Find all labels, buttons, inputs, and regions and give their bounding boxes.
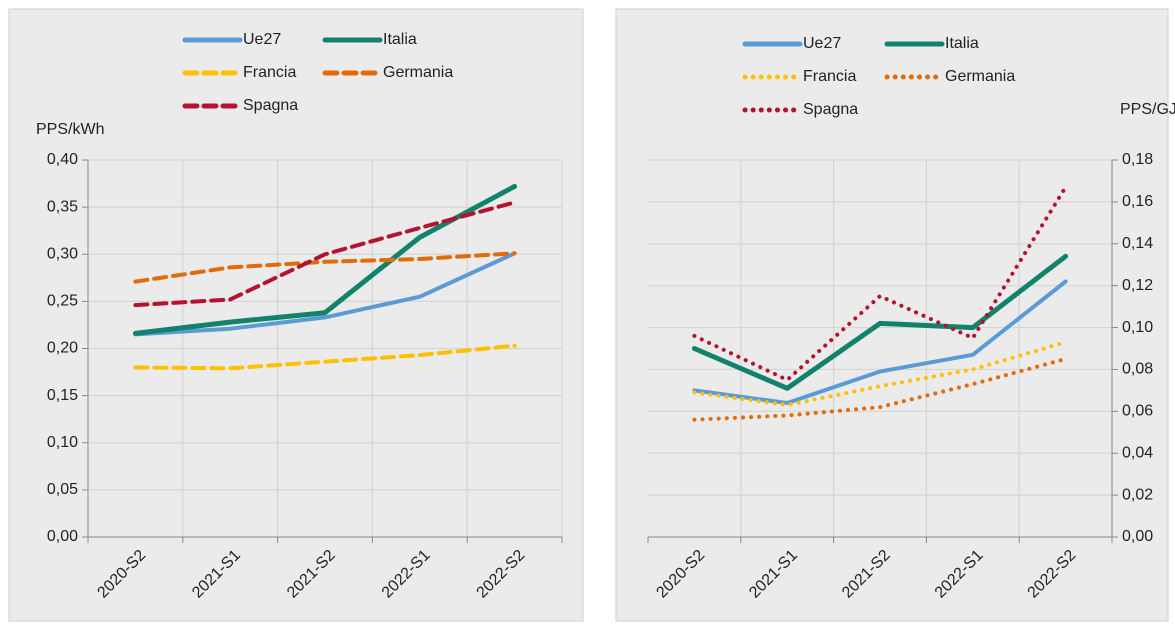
y-tick-label: 0,05: [47, 481, 78, 498]
legend-label: Ue27: [803, 35, 841, 52]
y-tick-label: 0,25: [47, 293, 78, 310]
y-tick-label: 0,00: [1122, 528, 1153, 545]
y-tick-label: 0,35: [47, 198, 78, 215]
series-line: [692, 357, 1068, 422]
series-line: [691, 253, 1069, 391]
y-tick-label: 0,00: [47, 528, 78, 545]
legend-label: Italia: [383, 31, 417, 48]
right-panel: [615, 8, 1169, 622]
y-tick-label: 0,02: [1122, 486, 1153, 503]
series-line: [133, 343, 517, 371]
series-line: [692, 340, 1068, 407]
y-tick-label: 0,15: [47, 387, 78, 404]
y-tick-label: 0,20: [47, 340, 78, 357]
series-line: [692, 185, 1068, 382]
legend-label: Spagna: [243, 97, 298, 114]
legend-label: Ue27: [243, 31, 281, 48]
series-line: [133, 200, 517, 308]
y-axis-label: PPS/kWh: [36, 121, 104, 138]
legend-label: Italia: [945, 35, 979, 52]
y-tick-label: 0,08: [1122, 361, 1153, 378]
y-tick-label: 0,18: [1122, 151, 1153, 168]
y-tick-label: 0,10: [1122, 319, 1153, 336]
legend-label: Francia: [803, 68, 856, 85]
y-tick-label: 0,06: [1122, 403, 1153, 420]
series-line: [133, 251, 517, 284]
legend-label: Francia: [243, 64, 296, 81]
legend-label: Germania: [945, 68, 1015, 85]
y-tick-label: 0,30: [47, 245, 78, 262]
series-line: [133, 251, 517, 337]
y-axis-label: PPS/GJ: [1120, 101, 1175, 118]
legend-label: Germania: [383, 64, 453, 81]
y-tick-label: 0,12: [1122, 277, 1153, 294]
y-tick-label: 0,14: [1122, 235, 1153, 252]
y-tick-label: 0,16: [1122, 193, 1153, 210]
series-line: [692, 279, 1068, 405]
y-tick-label: 0,04: [1122, 444, 1153, 461]
y-tick-label: 0,10: [47, 434, 78, 451]
legend-label: Spagna: [803, 101, 858, 118]
y-tick-label: 0,40: [47, 151, 78, 168]
